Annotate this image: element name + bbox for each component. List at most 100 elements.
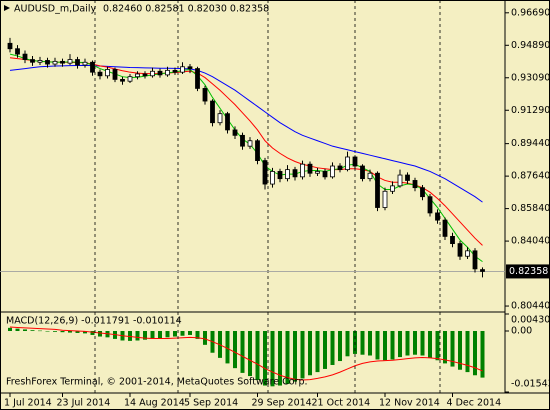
candle-body <box>97 71 103 77</box>
macd-bar <box>180 331 185 336</box>
candle-body <box>480 269 485 272</box>
moving-average <box>9 53 483 263</box>
x-tick-label: 14 Aug 2014 <box>124 398 185 409</box>
y-tick-label: -0.015435 <box>511 379 550 390</box>
macd-bar <box>390 331 395 360</box>
candle-body <box>322 171 328 178</box>
x-tick-label: 29 Sep 2014 <box>252 398 312 409</box>
macd-bar <box>98 331 102 337</box>
x-tick-label: 23 Jul 2014 <box>57 398 111 409</box>
x-tick-label: 1 Jul 2014 <box>4 398 52 409</box>
candle-body <box>225 113 230 131</box>
macd-bar <box>435 331 440 361</box>
y-tick-label: 0.94890 <box>511 40 550 51</box>
macd-bar <box>300 331 305 379</box>
x-tick-label: 4 Dec 2014 <box>447 398 502 409</box>
macd-bar <box>473 331 477 376</box>
price-label: 0.82358 <box>509 266 548 277</box>
macd-bar <box>8 327 12 332</box>
macd-bar <box>375 331 380 360</box>
candle-body <box>435 212 440 221</box>
candle-body <box>307 163 313 174</box>
macd-bar <box>360 331 365 355</box>
chart-title: AUDUSD_m,Daily <box>14 4 97 15</box>
candle-body <box>75 59 80 66</box>
candle-body <box>457 243 463 257</box>
macd-bar <box>480 331 485 378</box>
candle-body <box>135 73 140 78</box>
candle-body <box>345 156 350 171</box>
price-box <box>506 264 549 279</box>
candle-body <box>232 129 238 136</box>
candle-body <box>405 174 410 181</box>
macd-bar <box>450 331 455 367</box>
macd-bar <box>330 331 335 365</box>
macd-bar <box>128 331 132 341</box>
moving-average <box>9 64 483 203</box>
macd-bar <box>90 331 95 335</box>
macd-bar <box>293 331 297 382</box>
candle-body <box>172 69 178 73</box>
macd-bar <box>173 331 177 337</box>
macd-bar <box>323 331 327 369</box>
candle-body <box>292 169 298 178</box>
candle-body <box>180 66 185 73</box>
candle-body <box>367 172 373 180</box>
macd-bar <box>38 330 42 332</box>
candle-body <box>165 69 170 76</box>
macd-bar <box>270 331 275 387</box>
candle-body <box>105 69 110 77</box>
macd-bar <box>255 331 260 381</box>
y-tick-label: 0.87640 <box>511 171 550 182</box>
candle-body <box>472 250 478 270</box>
macd-bar <box>225 331 230 364</box>
candle-body <box>82 61 88 66</box>
candle-body <box>120 78 125 82</box>
candle-body <box>270 171 275 185</box>
candle-body <box>360 165 365 180</box>
macd-bar <box>30 330 35 332</box>
macd-bar <box>420 331 425 356</box>
candle-body <box>255 140 260 162</box>
candle-body <box>217 113 223 124</box>
candle-body <box>375 172 380 208</box>
candle-body <box>412 180 418 189</box>
candle-body <box>202 88 208 102</box>
macd-bar <box>405 331 410 356</box>
macd-bar <box>465 331 470 373</box>
macd-bar <box>60 331 65 333</box>
candle-body <box>150 70 155 77</box>
macd-bar <box>263 331 267 386</box>
macd-bar <box>188 331 192 335</box>
candle-body <box>90 61 95 73</box>
candle-body <box>450 235 455 245</box>
macd-bar <box>413 331 417 355</box>
candle-body <box>142 73 148 77</box>
y-tick-label: 0.91290 <box>511 105 550 116</box>
y-tick-label: 0.004303 <box>511 315 550 326</box>
macd-bar <box>150 331 155 339</box>
macd-bar <box>428 331 432 358</box>
macd-bar <box>143 331 147 340</box>
macd-title: MACD(12,26,9) -0.011791 -0.010114 <box>6 316 182 327</box>
candle-body <box>60 60 65 64</box>
y-tick-label: 0.00 <box>511 326 532 337</box>
y-tick-label: 0.96690 <box>511 7 550 18</box>
macd-bar <box>45 331 50 332</box>
candle-body <box>187 66 193 69</box>
macd-bar <box>398 331 402 358</box>
candle-body <box>22 53 28 60</box>
macd-bar <box>23 329 27 332</box>
macd-bar <box>308 331 312 376</box>
y-tick-label: 0.89440 <box>511 138 550 149</box>
candle-body <box>420 187 425 198</box>
signal-line <box>9 326 483 381</box>
candle-body <box>465 250 470 257</box>
macd-bar <box>443 331 447 364</box>
candle-body <box>330 165 335 178</box>
macd-bar <box>165 331 170 338</box>
candle-body <box>352 156 358 167</box>
candle-body <box>37 60 43 63</box>
macd-bar <box>75 331 80 333</box>
